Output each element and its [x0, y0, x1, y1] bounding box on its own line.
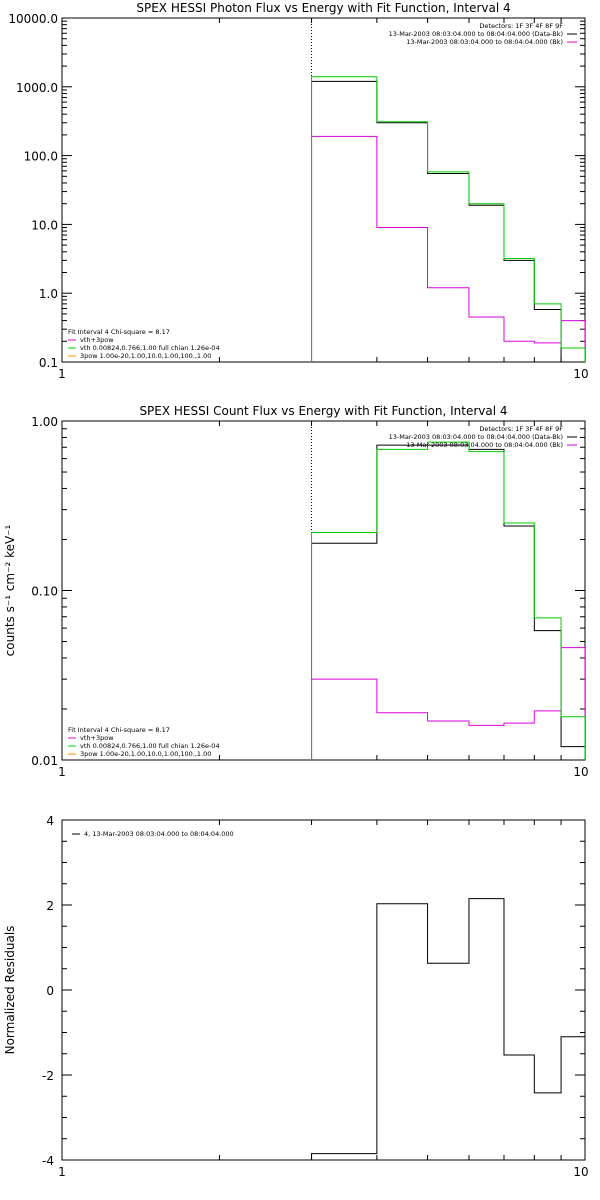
- y-tick-label: 0.1: [39, 356, 58, 370]
- legend-bottom-left-entry: vth+3pow: [80, 336, 114, 344]
- y-tick-label: 0: [46, 984, 54, 998]
- y-tick-label: 2: [46, 899, 54, 913]
- legend-bottom-left-entry: vth 0.00824,0.766,1.00 full chian 1.26e-…: [80, 742, 220, 750]
- y-axis-label: counts s⁻¹ cm⁻² keV⁻¹: [3, 524, 17, 656]
- series-line-1: [311, 898, 585, 1160]
- y-tick-label: 1000.0: [16, 81, 58, 95]
- y-tick-label: -2: [42, 1069, 54, 1083]
- plot-title: SPEX HESSI Photon Flux vs Energy with Fi…: [136, 1, 510, 15]
- legend-bottom-left-entry: 3pow 1.00e-20,1.00,10.0,1.00,100.,1.00: [80, 352, 211, 360]
- series-line-3: [311, 441, 585, 760]
- legend-top-right-entry: Detectors: 1F 3F 4F 8F 9F: [479, 425, 563, 433]
- y-tick-label: 1.00: [31, 415, 58, 429]
- x-tick-label: 10: [573, 765, 588, 779]
- x-tick-label: 10: [573, 1165, 588, 1179]
- legend-bottom-left-entry: 3pow 1.00e-20,1.00,10.0,1.00,100.,1.00: [80, 750, 211, 758]
- y-axis-label: Normalized Residuals: [3, 926, 17, 1055]
- y-tick-label: 10000.0: [8, 12, 58, 26]
- plot-frame: [61, 17, 586, 363]
- series-line-2: [311, 135, 585, 362]
- legend-bottom-left-entry: vth 0.00824,0.766,1.00 full chian 1.26e-…: [80, 344, 220, 352]
- legend-top-right-entry: 13-Mar-2003 08:03:04.000 to 08:04:04.000…: [389, 30, 563, 38]
- y-tick-label: 0.10: [31, 585, 58, 599]
- x-tick-label: 1: [58, 1165, 66, 1179]
- plot-title: SPEX HESSI Count Flux vs Energy with Fit…: [139, 404, 507, 418]
- y-tick-label: 1.0: [39, 287, 58, 301]
- plot-frame: [61, 819, 586, 1161]
- series-line-2: [311, 647, 585, 760]
- legend-bottom-left-title: Fit Interval 4 Chi-square = 8.17: [68, 328, 170, 336]
- series-line-1: [311, 444, 585, 760]
- series-line-3: [311, 76, 585, 362]
- y-tick-label: 4: [46, 814, 54, 828]
- plot-panel-3: Normalized Residuals 1 10 -4 -2 0 2 4 4, 13-Mar-…: [3, 814, 589, 1179]
- y-tick-label: 10.0: [31, 218, 58, 232]
- y-tick-label: 100.0: [24, 150, 58, 164]
- legend-top-left-entry: 4, 13-Mar-2003 08:03:04.000 to 08:04:04.…: [84, 830, 234, 838]
- y-tick-label: -4: [42, 1154, 54, 1168]
- series-line-1: [311, 80, 585, 362]
- legend-top-right-entry: Detectors: 1F 3F 4F 8F 9F: [479, 22, 563, 30]
- legend-top-right-entry: 13-Mar-2003 08:03:04.000 to 08:04:04.000…: [389, 433, 563, 441]
- y-tick-label: 0.01: [31, 754, 58, 768]
- legend-top-right-entry: 13-Mar-2003 08:03:04.000 to 08:04:04.000…: [406, 441, 563, 449]
- legend-bottom-left-title: Fit Interval 4 Chi-square = 8.17: [68, 726, 170, 734]
- plot-frame: [61, 420, 586, 761]
- legend-top-right-entry: 13-Mar-2003 08:03:04.000 to 08:04:04.000…: [406, 38, 563, 46]
- plot-panel-2: SPEX HESSI Count Flux vs Energy with Fit…: [3, 404, 589, 779]
- plot-panel-1: SPEX HESSI Photon Flux vs Energy with Fi…: [8, 1, 588, 381]
- x-tick-label: 10: [573, 367, 588, 381]
- legend-bottom-left-entry: vth+3pow: [80, 734, 114, 742]
- x-tick-label: 1: [58, 367, 66, 381]
- x-tick-label: 1: [58, 765, 66, 779]
